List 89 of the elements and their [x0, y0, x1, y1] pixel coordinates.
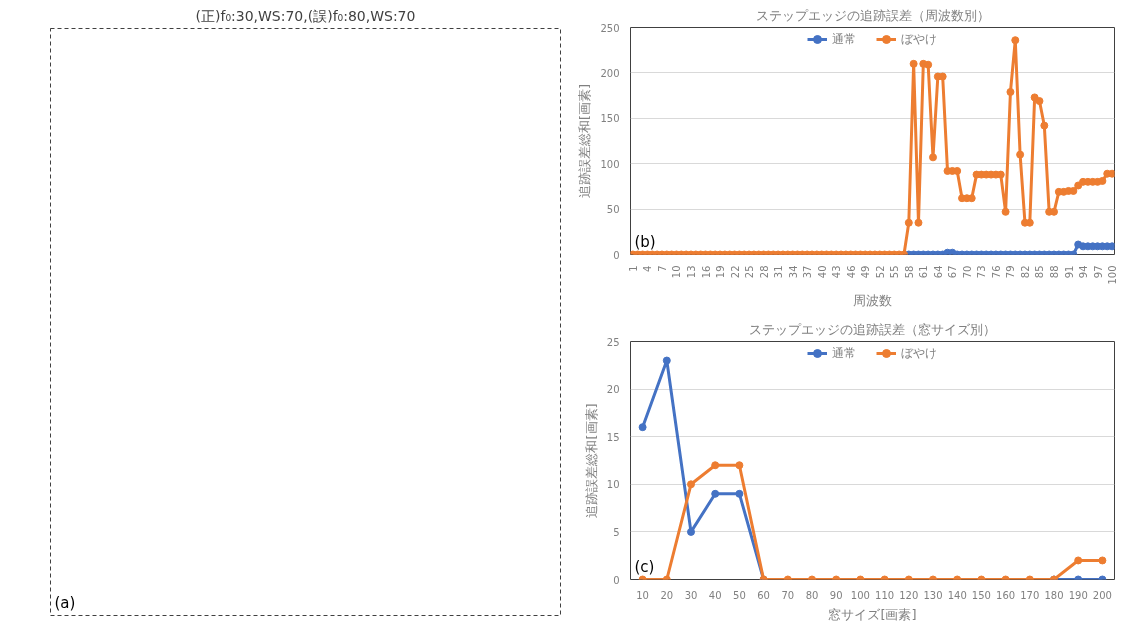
y-tick-label: 50 [606, 204, 620, 216]
y-tick-label: 0 [613, 574, 620, 586]
x-tick-label: 160 [996, 589, 1016, 601]
chart-title: ステップエッジの追跡誤差（窓サイズ別） [749, 321, 996, 337]
y-tick-label: 5 [613, 526, 620, 538]
y-tick-label: 25 [606, 336, 620, 348]
x-tick-label: 16 [700, 265, 712, 279]
x-tick-label: 49 [860, 265, 872, 279]
x-tick-label: 25 [744, 265, 756, 279]
x-tick-label: 80 [805, 589, 819, 601]
x-tick-label: 13 [686, 265, 697, 279]
x-tick-label: 7 [656, 265, 668, 272]
y-tick-label: 10 [606, 479, 620, 491]
y-axis-title: 追跡誤差総和[画素] [577, 83, 593, 199]
y-tick-label: 200 [600, 67, 620, 79]
x-tick-label: 79 [1005, 265, 1017, 279]
x-tick-label: 100 [1107, 265, 1119, 285]
x-tick-label: 85 [1034, 265, 1046, 279]
point [735, 461, 744, 470]
x-tick-label: 190 [1068, 589, 1088, 601]
x-tick-label: 150 [971, 589, 991, 601]
x-tick-label: 67 [947, 265, 959, 279]
x-tick-label: 76 [990, 265, 1002, 279]
x-tick-label: 46 [845, 265, 857, 279]
y-tick-label: 20 [606, 384, 620, 396]
point [711, 489, 720, 498]
legend-label: 通常 [832, 344, 856, 362]
x-tick-label: 60 [757, 589, 770, 601]
x-tick-label: 22 [729, 265, 741, 279]
x-tick-label: 200 [1092, 589, 1112, 601]
x-tick-label: 70 [961, 265, 973, 279]
text: (正)f₀:30,WS:70,(誤)f₀:80,WS:70 [195, 7, 416, 24]
x-tick-label: 130 [923, 589, 943, 601]
point [1074, 556, 1083, 565]
point [1098, 556, 1107, 565]
x-tick-label: 40 [708, 589, 722, 601]
x-tick-label: 34 [787, 265, 799, 279]
x-tick-label: 90 [829, 589, 843, 601]
x-tick-label: 82 [1019, 265, 1031, 279]
x-tick-label: 30 [684, 589, 698, 601]
x-tick-label: 64 [932, 265, 944, 279]
x-tick-label: 170 [1020, 589, 1040, 601]
x-tick-label: 140 [947, 589, 967, 601]
x-tick-label: 88 [1049, 265, 1060, 279]
x-tick-label: 52 [874, 265, 886, 279]
x-tick-label: 10 [671, 265, 683, 279]
y-tick-label: 0 [613, 249, 620, 261]
x-tick-label: 61 [918, 265, 930, 279]
x-tick-label: 120 [899, 589, 919, 601]
x-tick-label: 31 [773, 265, 785, 279]
x-tick-label: 37 [802, 265, 814, 279]
point [711, 461, 720, 470]
y-tick-label: 250 [600, 22, 620, 34]
point [638, 423, 647, 432]
x-tick-label: 91 [1063, 265, 1075, 279]
y-tick-label: 15 [606, 431, 620, 443]
chart-title: ステップエッジの追跡誤差（周波数別） [755, 7, 990, 23]
annotation: (c) [634, 557, 655, 576]
x-tick-label: 40 [816, 265, 828, 279]
text: (a) [54, 593, 76, 612]
x-tick-label: 20 [660, 589, 674, 601]
x-tick-label: 50 [733, 589, 746, 601]
x-tick-label: 43 [831, 265, 843, 279]
legend-label: ぼやけ [901, 344, 937, 362]
x-tick-label: 19 [715, 265, 727, 279]
x-tick-label: 58 [903, 265, 915, 279]
x-tick-label: 100 [850, 589, 870, 601]
point [687, 527, 695, 536]
x-tick-label: 94 [1078, 265, 1090, 279]
y-axis-title: 追跡誤差総和[画素] [583, 403, 599, 518]
x-axis-title: 窓サイズ[画素] [828, 606, 917, 622]
x-axis-title: 周波数 [853, 292, 892, 308]
x-tick-label: 73 [976, 265, 988, 279]
y-tick-label: 100 [600, 158, 620, 170]
x-tick-label: 55 [889, 265, 901, 279]
x-tick-label: 1 [627, 265, 639, 272]
x-tick-label: 70 [781, 589, 795, 601]
x-tick-label: 180 [1044, 589, 1064, 601]
legend-label: 通常 [832, 30, 856, 48]
annotation: (b) [634, 232, 656, 251]
x-tick-label: 110 [875, 589, 895, 601]
x-tick-label: 10 [636, 589, 649, 601]
legend-label: ぼやけ [901, 30, 937, 48]
point [687, 480, 695, 489]
x-tick-label: 28 [758, 265, 770, 279]
x-tick-label: 97 [1092, 265, 1104, 279]
y-tick-label: 150 [600, 113, 620, 125]
point [735, 489, 744, 498]
x-tick-label: 4 [642, 265, 654, 272]
